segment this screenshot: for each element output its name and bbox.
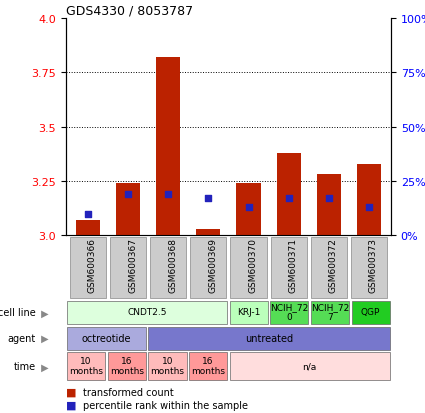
Bar xyxy=(230,353,390,380)
Bar xyxy=(190,238,227,298)
Text: QGP: QGP xyxy=(361,308,380,317)
Text: n/a: n/a xyxy=(303,361,317,370)
Text: percentile rank within the sample: percentile rank within the sample xyxy=(83,400,248,410)
Bar xyxy=(271,238,307,298)
Bar xyxy=(351,301,390,324)
Text: ▶: ▶ xyxy=(38,333,49,343)
Point xyxy=(125,191,131,198)
Text: GSM600367: GSM600367 xyxy=(128,238,137,293)
Text: agent: agent xyxy=(8,333,36,343)
Point xyxy=(326,196,332,202)
Text: GSM600372: GSM600372 xyxy=(329,238,338,292)
Point xyxy=(85,211,91,217)
Point xyxy=(205,196,212,202)
Bar xyxy=(148,327,390,350)
Bar xyxy=(270,301,309,324)
Bar xyxy=(148,353,187,380)
Text: transformed count: transformed count xyxy=(83,387,174,397)
Text: 10
months: 10 months xyxy=(69,356,103,375)
Point xyxy=(285,196,292,202)
Text: untreated: untreated xyxy=(245,333,293,343)
Text: 10
months: 10 months xyxy=(150,356,184,375)
Text: GSM600371: GSM600371 xyxy=(289,238,298,293)
Bar xyxy=(277,153,300,236)
Bar xyxy=(311,301,349,324)
Bar xyxy=(230,301,268,324)
Bar xyxy=(70,238,106,298)
Bar xyxy=(196,229,221,236)
Bar xyxy=(351,238,387,298)
Text: GSM600370: GSM600370 xyxy=(249,238,258,293)
Text: GSM600369: GSM600369 xyxy=(208,238,217,293)
Text: GSM600366: GSM600366 xyxy=(88,238,97,293)
Bar xyxy=(189,353,227,380)
Text: 16
months: 16 months xyxy=(110,356,144,375)
Text: NCIH_72
7: NCIH_72 7 xyxy=(311,303,349,321)
Bar xyxy=(116,184,140,236)
Text: octreotide: octreotide xyxy=(82,333,131,343)
Bar xyxy=(236,184,261,236)
Text: GSM600368: GSM600368 xyxy=(168,238,177,293)
Text: ■: ■ xyxy=(66,400,76,410)
Bar xyxy=(67,353,105,380)
Bar xyxy=(67,327,146,350)
Bar xyxy=(110,238,146,298)
Bar xyxy=(357,164,381,236)
Point xyxy=(366,204,372,211)
Bar xyxy=(150,238,186,298)
Text: cell line: cell line xyxy=(0,308,36,318)
Text: ▶: ▶ xyxy=(38,361,49,372)
Bar xyxy=(311,238,347,298)
Bar xyxy=(156,58,180,236)
Text: CNDT2.5: CNDT2.5 xyxy=(128,308,167,317)
Bar xyxy=(230,238,266,298)
Bar xyxy=(67,301,227,324)
Point xyxy=(245,204,252,211)
Text: time: time xyxy=(14,361,36,372)
Text: NCIH_72
0: NCIH_72 0 xyxy=(270,303,309,321)
Text: KRJ-1: KRJ-1 xyxy=(237,308,261,317)
Text: ■: ■ xyxy=(66,387,76,397)
Text: GSM600373: GSM600373 xyxy=(369,238,378,293)
Bar xyxy=(317,175,341,236)
Text: ▶: ▶ xyxy=(38,308,49,318)
Text: 16
months: 16 months xyxy=(191,356,225,375)
Text: GDS4330 / 8053787: GDS4330 / 8053787 xyxy=(66,5,193,17)
Point xyxy=(165,191,172,198)
Bar xyxy=(76,221,100,236)
Bar xyxy=(108,353,146,380)
